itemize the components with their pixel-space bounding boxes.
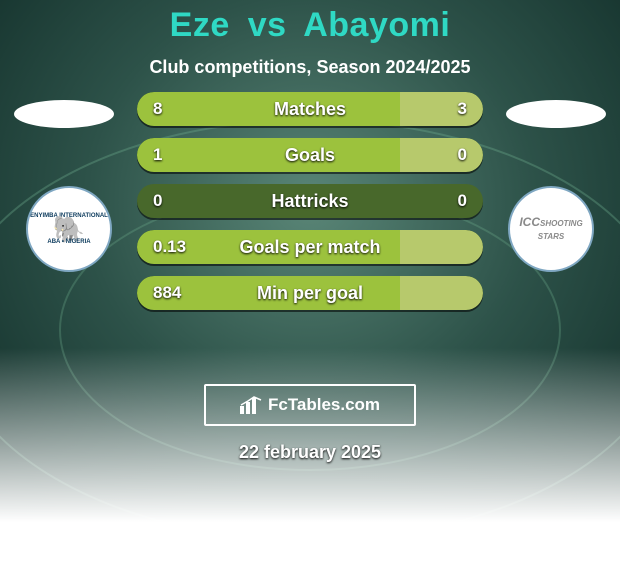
chart-icon xyxy=(240,396,262,414)
vs-text: vs xyxy=(248,6,287,44)
club-badge-right: ICCSHOOTING STARS xyxy=(508,186,594,272)
stat-label: Matches xyxy=(137,99,483,120)
stats-arena: ENYIMBA INTERNATIONAL 🐘 ABA • NIGERIA IC… xyxy=(0,100,620,360)
stat-row: 1Goals0 xyxy=(137,138,483,172)
player2-avatar xyxy=(506,100,606,128)
badge-left-bottom: ABA • NIGERIA xyxy=(30,239,108,245)
stat-value-right: 0 xyxy=(458,191,467,211)
stat-row: 8Matches3 xyxy=(137,92,483,126)
elephant-icon: 🐘 xyxy=(30,219,108,240)
stat-label: Min per goal xyxy=(137,283,483,304)
page-title: Eze vs Abayomi xyxy=(0,6,620,45)
stat-label: Hattricks xyxy=(137,191,483,212)
stat-row: 0Hattricks0 xyxy=(137,184,483,218)
subtitle: Club competitions, Season 2024/2025 xyxy=(0,57,620,78)
stat-label: Goals per match xyxy=(137,237,483,258)
logo-text: FcTables.com xyxy=(268,395,380,415)
stat-value-right: 3 xyxy=(458,99,467,119)
player1-name: Eze xyxy=(170,6,230,44)
stat-value-right: 0 xyxy=(458,145,467,165)
badge-right-l2: SHOOTING STARS xyxy=(538,219,583,241)
player1-avatar xyxy=(14,100,114,128)
fctables-logo[interactable]: FcTables.com xyxy=(204,384,416,426)
club-badge-left: ENYIMBA INTERNATIONAL 🐘 ABA • NIGERIA xyxy=(26,186,112,272)
player2-name: Abayomi xyxy=(303,6,450,44)
badge-right-l1: ICC xyxy=(519,215,540,229)
stat-row: 0.13Goals per match xyxy=(137,230,483,264)
date-text: 22 february 2025 xyxy=(0,442,620,463)
stat-row: 884Min per goal xyxy=(137,276,483,310)
stat-rows: 8Matches31Goals00Hattricks00.13Goals per… xyxy=(137,92,483,310)
stat-label: Goals xyxy=(137,145,483,166)
